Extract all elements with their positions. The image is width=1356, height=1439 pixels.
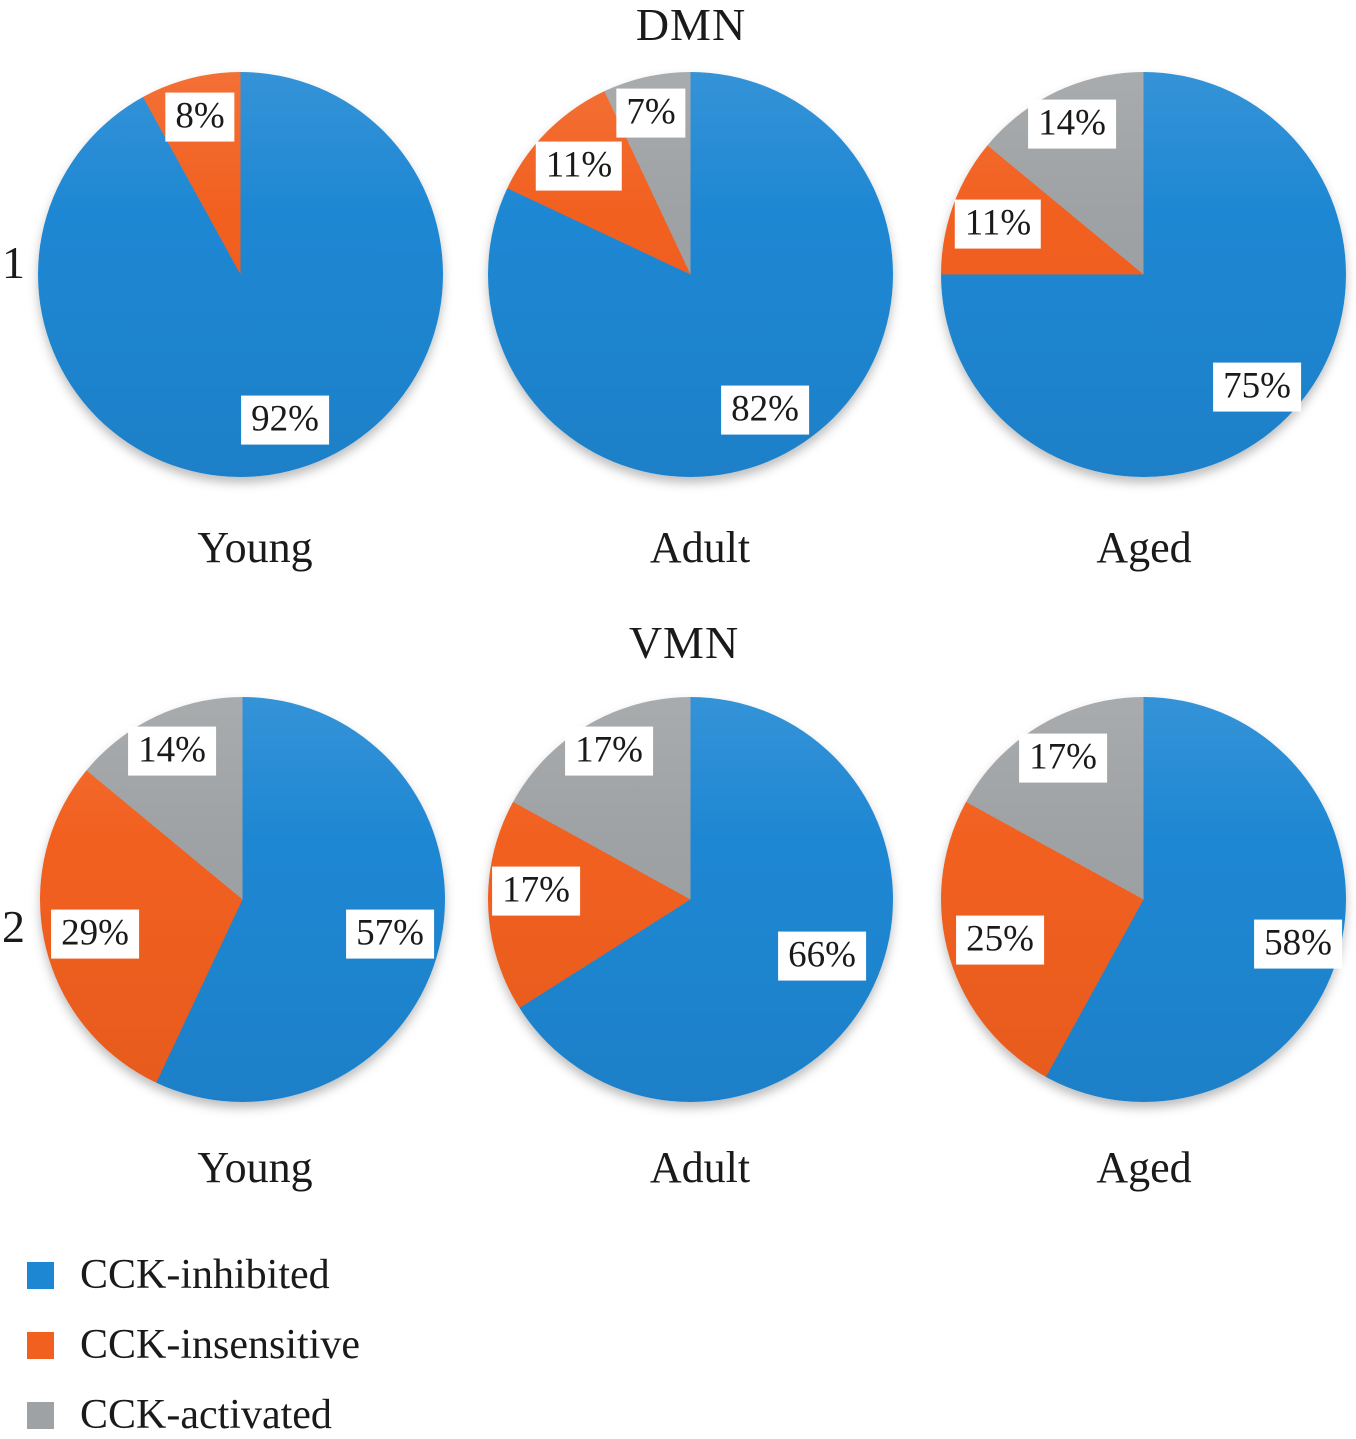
pie-dmn-aged [941,72,1346,477]
legend-label: CCK-insensitive [80,1322,360,1368]
slice-label: 58% [1254,919,1342,969]
legend-label: CCK-activated [80,1392,332,1438]
legend-swatch-blue-icon [27,1261,54,1289]
slice-label: 75% [1213,362,1301,412]
panel-title-dmn: DMN [635,0,747,50]
group-label-aged-vmn: Aged [1096,1142,1192,1192]
row-marker-1: 1 [2,237,25,288]
legend-label: CCK-inhibited [80,1252,330,1298]
slice-label: 11% [954,199,1042,249]
pie-dmn-young [38,72,443,477]
slice-label: 57% [346,909,434,959]
group-label-young-vmn: Young [197,1142,313,1192]
group-label-adult-vmn: Adult [649,1142,751,1192]
slice-label: 92% [241,395,329,445]
slice-label: 8% [165,92,235,142]
slice-label: 7% [616,88,686,138]
slice-label: 17% [565,726,653,776]
legend-item-cck-activated: CCK-activated [27,1392,360,1438]
row-marker-2: 2 [2,901,25,952]
pie-dmn-adult [488,72,893,477]
group-label-young-dmn: Young [197,522,313,572]
slice-label: 11% [535,141,623,191]
legend: CCK-inhibited CCK-insensitive CCK-activa… [27,1252,360,1439]
slice-label: 17% [1019,733,1107,783]
panel-title-vmn: VMN [628,617,740,668]
slice-label: 66% [778,931,866,981]
pie-vmn-aged [941,697,1346,1102]
slice-label: 14% [128,726,216,776]
slice-label: 25% [956,915,1044,965]
slice-label: 29% [51,909,139,959]
legend-item-cck-inhibited: CCK-inhibited [27,1252,360,1298]
legend-item-cck-insensitive: CCK-insensitive [27,1322,360,1368]
group-label-aged-dmn: Aged [1096,522,1192,572]
legend-swatch-orange-icon [27,1331,54,1359]
pie-vmn-young [40,697,445,1102]
slice-label: 14% [1028,99,1116,149]
group-label-adult-dmn: Adult [649,522,751,572]
slice-label: 82% [721,385,809,435]
legend-swatch-gray-icon [27,1401,54,1429]
slice-label: 17% [492,866,580,916]
